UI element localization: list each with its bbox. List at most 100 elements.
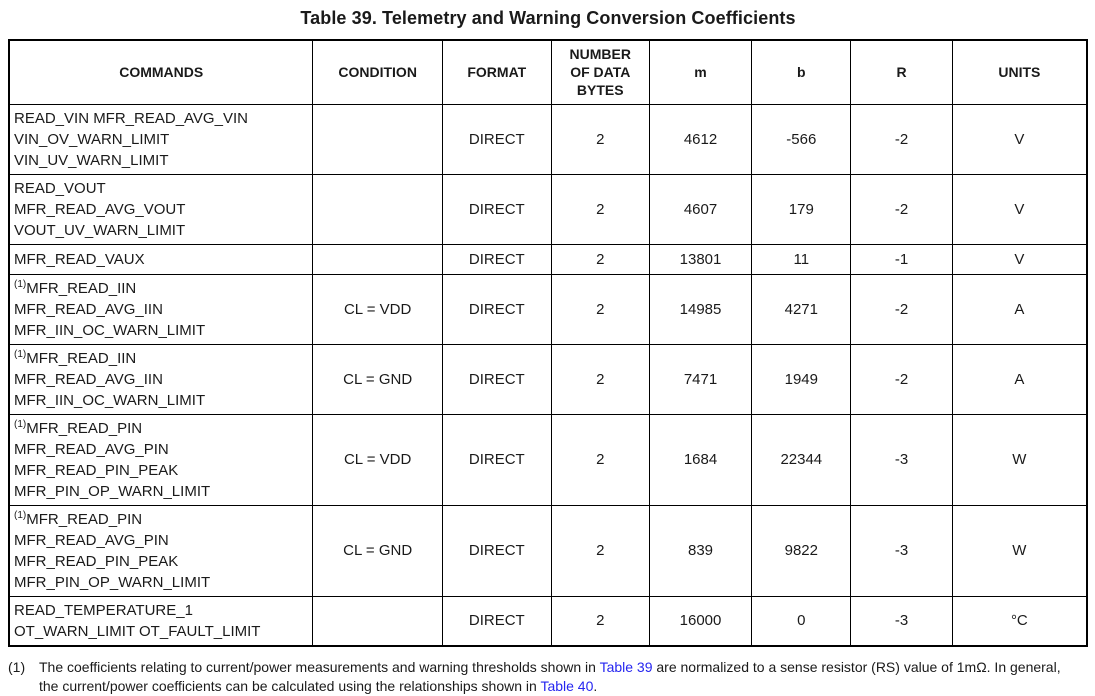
b-coefficient-cell: 179: [751, 173, 852, 245]
table-row: MFR_READ_VAUX DIRECT 2 13801 11 -1 V: [8, 243, 1088, 275]
command-name: (1)MFR_READ_IIN: [14, 348, 137, 367]
units-cell: A: [951, 273, 1088, 345]
b-coefficient-cell: 4271: [751, 273, 852, 345]
condition-cell: CL = GND: [312, 343, 443, 415]
command-name: MFR_READ_VAUX: [14, 250, 145, 268]
commands-cell: (1)MFR_READ_IIN MFR_READ_AVG_IIN MFR_IIN_O…: [8, 273, 314, 345]
footnote-ref: (1): [14, 278, 27, 290]
commands-cell: (1)MFR_READ_PIN MFR_READ_AVG_PIN MFR_READ_…: [8, 504, 314, 597]
column-header-condition: CONDITION: [312, 39, 443, 105]
r-coefficient-cell: -2: [850, 273, 953, 345]
footnote-ref: (1): [14, 509, 27, 521]
format-cell: DIRECT: [441, 413, 552, 506]
command-name: (1)MFR_READ_PIN: [14, 418, 143, 437]
footnote-text: The coefficients relating to current/pow…: [39, 658, 1080, 696]
m-coefficient-cell: 14985: [648, 273, 753, 345]
format-cell: DIRECT: [441, 173, 552, 245]
command-name: VIN_UV_WARN_LIMIT: [14, 151, 169, 169]
command-name: READ_VIN MFR_READ_AVG_VIN: [14, 109, 248, 127]
table-row: (1)MFR_READ_PIN MFR_READ_AVG_PIN MFR_READ_…: [8, 413, 1088, 506]
command-name: (1)MFR_READ_IIN: [14, 278, 137, 297]
command-name: MFR_READ_AVG_IIN: [14, 300, 163, 318]
units-cell: W: [951, 504, 1088, 597]
telemetry-coefficients-table: COMMANDS CONDITION FORMAT NUMBER OF DATA BY…: [8, 39, 1088, 647]
m-coefficient-cell: 16000: [648, 595, 753, 647]
data-bytes-cell: 2: [550, 343, 650, 415]
r-coefficient-cell: -2: [850, 103, 953, 175]
b-coefficient-cell: 9822: [751, 504, 852, 597]
m-coefficient-cell: 7471: [648, 343, 753, 415]
command-name: VOUT_UV_WARN_LIMIT: [14, 221, 186, 239]
r-coefficient-cell: -2: [850, 343, 953, 415]
r-coefficient-cell: -2: [850, 173, 953, 245]
table-header-row: COMMANDS CONDITION FORMAT NUMBER OF DATA BY…: [8, 39, 1088, 105]
data-bytes-cell: 2: [550, 595, 650, 647]
table-row: (1)MFR_READ_IIN MFR_READ_AVG_IIN MFR_IIN_O…: [8, 343, 1088, 415]
command-name: MFR_IIN_OC_WARN_LIMIT: [14, 391, 206, 409]
table-row: READ_VIN MFR_READ_AVG_VIN VIN_OV_WARN_LIM…: [8, 103, 1088, 175]
units-cell: V: [951, 103, 1088, 175]
table-row: (1)MFR_READ_IIN MFR_READ_AVG_IIN MFR_IIN_O…: [8, 273, 1088, 345]
command-name: MFR_PIN_OP_WARN_LIMIT: [14, 573, 211, 591]
m-coefficient-cell: 839: [648, 504, 753, 597]
table-39-link[interactable]: Table 39: [599, 659, 653, 675]
condition-cell: CL = GND: [312, 504, 443, 597]
command-name: MFR_READ_PIN_PEAK: [14, 552, 179, 570]
units-cell: V: [951, 173, 1088, 245]
command-name: MFR_READ_AVG_PIN: [14, 531, 169, 549]
condition-cell: CL = VDD: [312, 273, 443, 345]
footnote-marker: (1): [8, 659, 26, 675]
b-coefficient-cell: 0: [751, 595, 852, 647]
column-header-bytes: NUMBER OF DATA BYTES: [550, 39, 650, 105]
commands-cell: READ_VIN MFR_READ_AVG_VIN VIN_OV_WARN_LIM…: [8, 103, 314, 175]
column-header-units: UNITS: [951, 39, 1088, 105]
data-bytes-cell: 2: [550, 413, 650, 506]
format-cell: DIRECT: [441, 595, 552, 647]
r-coefficient-cell: -3: [850, 413, 953, 506]
footnote-segment: The coefficients relating to current/pow…: [39, 659, 600, 675]
format-cell: DIRECT: [441, 504, 552, 597]
command-name: (1)MFR_READ_PIN: [14, 509, 143, 528]
footnote: (1) The coefficients relating to current…: [8, 658, 1080, 696]
data-bytes-cell: 2: [550, 243, 650, 275]
column-header-commands: COMMANDS: [8, 39, 314, 105]
condition-cell: [312, 243, 443, 275]
command-name: MFR_PIN_OP_WARN_LIMIT: [14, 482, 211, 500]
r-coefficient-cell: -3: [850, 504, 953, 597]
column-header-m: m: [648, 39, 753, 105]
commands-cell: (1)MFR_READ_PIN MFR_READ_AVG_PIN MFR_READ_…: [8, 413, 314, 506]
command-name: MFR_READ_PIN_PEAK: [14, 461, 179, 479]
m-coefficient-cell: 1684: [648, 413, 753, 506]
m-coefficient-cell: 13801: [648, 243, 753, 275]
data-bytes-cell: 2: [550, 103, 650, 175]
units-cell: V: [951, 243, 1088, 275]
table-row: READ_TEMPERATURE_1 OT_WARN_LIMIT OT_FAULT…: [8, 595, 1088, 647]
condition-cell: [312, 173, 443, 245]
commands-cell: (1)MFR_READ_IIN MFR_READ_AVG_IIN MFR_IIN_O…: [8, 343, 314, 415]
condition-cell: CL = VDD: [312, 413, 443, 506]
table-40-link[interactable]: Table 40: [540, 678, 594, 694]
data-bytes-cell: 2: [550, 504, 650, 597]
footnote-segment: .: [593, 678, 598, 694]
table-row: READ_VOUT MFR_READ_AVG_VOUT VOUT_UV_WARN_L…: [8, 173, 1088, 245]
commands-cell: MFR_READ_VAUX: [8, 243, 314, 275]
command-name: MFR_IIN_OC_WARN_LIMIT: [14, 321, 206, 339]
units-cell: A: [951, 343, 1088, 415]
condition-cell: [312, 103, 443, 175]
command-name: VIN_OV_WARN_LIMIT: [14, 130, 170, 148]
data-bytes-cell: 2: [550, 173, 650, 245]
commands-cell: READ_TEMPERATURE_1 OT_WARN_LIMIT OT_FAULT…: [8, 595, 314, 647]
data-bytes-cell: 2: [550, 273, 650, 345]
table-row: (1)MFR_READ_PIN MFR_READ_AVG_PIN MFR_READ_…: [8, 504, 1088, 597]
command-name: MFR_READ_AVG_IIN: [14, 370, 163, 388]
format-cell: DIRECT: [441, 273, 552, 345]
column-header-b: b: [751, 39, 852, 105]
r-coefficient-cell: -1: [850, 243, 953, 275]
command-name: READ_TEMPERATURE_1: [14, 601, 193, 619]
condition-cell: [312, 595, 443, 647]
format-cell: DIRECT: [441, 343, 552, 415]
b-coefficient-cell: -566: [751, 103, 852, 175]
format-cell: DIRECT: [441, 243, 552, 275]
b-coefficient-cell: 22344: [751, 413, 852, 506]
command-name: MFR_READ_AVG_VOUT: [14, 200, 186, 218]
